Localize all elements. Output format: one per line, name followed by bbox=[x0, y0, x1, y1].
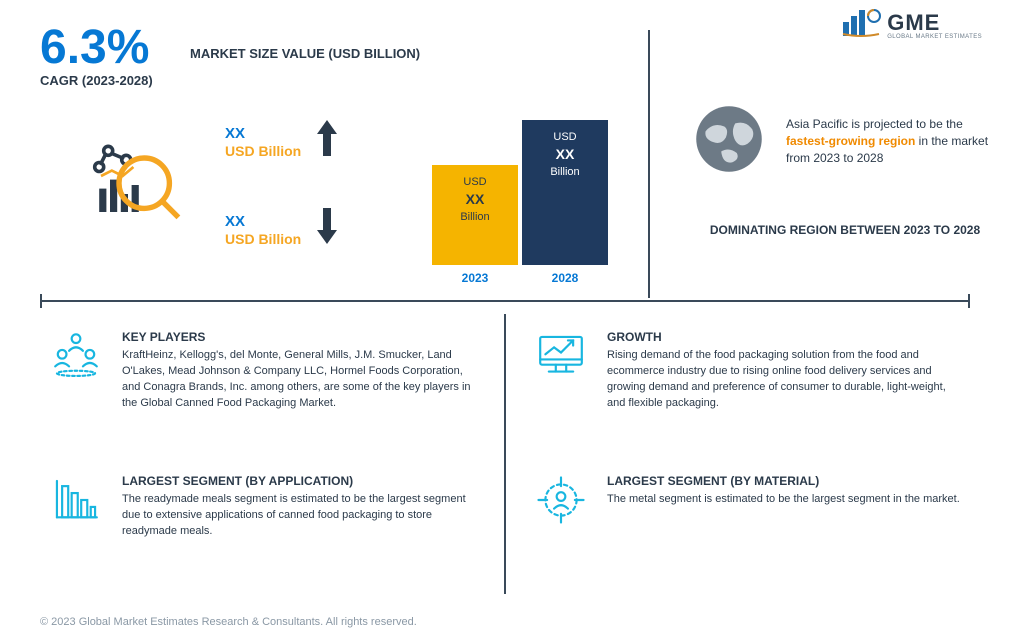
bar-label-2028: 2028 bbox=[522, 271, 608, 285]
globe-text: Asia Pacific is projected to be the fast… bbox=[786, 116, 1000, 166]
bar-2028-value: XX bbox=[556, 145, 575, 165]
xx-top: XX USD Billion bbox=[225, 118, 339, 166]
bar-2023: USD XX Billion bbox=[432, 165, 518, 265]
copyright: © 2023 Global Market Estimates Research … bbox=[40, 616, 417, 628]
bottom-grid: KEY PLAYERS KraftHeinz, Kellogg's, del M… bbox=[40, 320, 970, 598]
infographic-root: GME GLOBAL MARKET ESTIMATES 6.3% CAGR (2… bbox=[0, 0, 1010, 638]
globe-block: Asia Pacific is projected to be the fast… bbox=[690, 100, 1000, 237]
bars-area: USD XX Billion USD XX Billion bbox=[420, 120, 620, 265]
bar-2023-value: XX bbox=[466, 190, 485, 210]
people-icon bbox=[46, 330, 106, 444]
cagr-block: 6.3% CAGR (2023-2028) bbox=[40, 20, 153, 88]
quad-largest-material: LARGEST SEGMENT (BY MATERIAL) The metal … bbox=[525, 464, 970, 598]
target-person-icon bbox=[531, 474, 591, 588]
bar-2028-unit: Billion bbox=[550, 165, 579, 180]
market-size-subhead: MARKET SIZE VALUE (USD BILLION) bbox=[190, 46, 420, 61]
vertical-divider-top bbox=[648, 30, 650, 298]
largest-material-title: LARGEST SEGMENT (BY MATERIAL) bbox=[607, 474, 960, 488]
xx-bottom: XX USD Billion bbox=[225, 206, 339, 254]
quad-growth: GROWTH Rising demand of the food packagi… bbox=[525, 320, 970, 454]
largest-app-title: LARGEST SEGMENT (BY APPLICATION) bbox=[122, 474, 479, 488]
growth-title: GROWTH bbox=[607, 330, 964, 344]
xx-bottom-unit: USD Billion bbox=[225, 231, 301, 248]
bar-2023-currency: USD bbox=[463, 175, 486, 190]
bar-label-2023: 2023 bbox=[432, 271, 518, 285]
largest-material-text: The metal segment is estimated to be the… bbox=[607, 492, 960, 508]
bar-2023-unit: Billion bbox=[460, 210, 489, 225]
bar-chart: USD XX Billion USD XX Billion 2023 2028 bbox=[420, 120, 620, 290]
key-players-title: KEY PLAYERS bbox=[122, 330, 479, 344]
horizontal-divider bbox=[40, 300, 970, 302]
xx-values: XX USD Billion XX USD Billion bbox=[225, 118, 339, 254]
xx-top-value: XX bbox=[225, 125, 301, 143]
analytics-icon bbox=[92, 140, 182, 235]
quad-largest-application: LARGEST SEGMENT (BY APPLICATION) The rea… bbox=[40, 464, 485, 598]
cagr-value: 6.3% bbox=[40, 20, 153, 75]
xx-top-unit: USD Billion bbox=[225, 143, 301, 160]
growth-text: Rising demand of the food packaging solu… bbox=[607, 348, 964, 412]
globe-icon bbox=[690, 100, 768, 183]
bar-2028: USD XX Billion bbox=[522, 120, 608, 265]
globe-prefix: Asia Pacific is projected to be the bbox=[786, 117, 963, 131]
arrow-down-icon bbox=[315, 206, 339, 254]
top-section: 6.3% CAGR (2023-2028) MARKET SIZE VALUE … bbox=[40, 20, 970, 310]
monitor-growth-icon bbox=[531, 330, 591, 444]
bar-chart-icon bbox=[46, 474, 106, 588]
globe-orange: fastest-growing region bbox=[786, 134, 915, 148]
largest-app-text: The readymade meals segment is estimated… bbox=[122, 492, 479, 540]
key-players-text: KraftHeinz, Kellogg's, del Monte, Genera… bbox=[122, 348, 479, 412]
xx-bottom-value: XX bbox=[225, 213, 301, 231]
bar-2028-currency: USD bbox=[553, 130, 576, 145]
cagr-label: CAGR (2023-2028) bbox=[40, 73, 153, 88]
arrow-up-icon bbox=[315, 118, 339, 166]
quad-key-players: KEY PLAYERS KraftHeinz, Kellogg's, del M… bbox=[40, 320, 485, 454]
region-label: DOMINATING REGION BETWEEN 2023 TO 2028 bbox=[690, 223, 1000, 237]
